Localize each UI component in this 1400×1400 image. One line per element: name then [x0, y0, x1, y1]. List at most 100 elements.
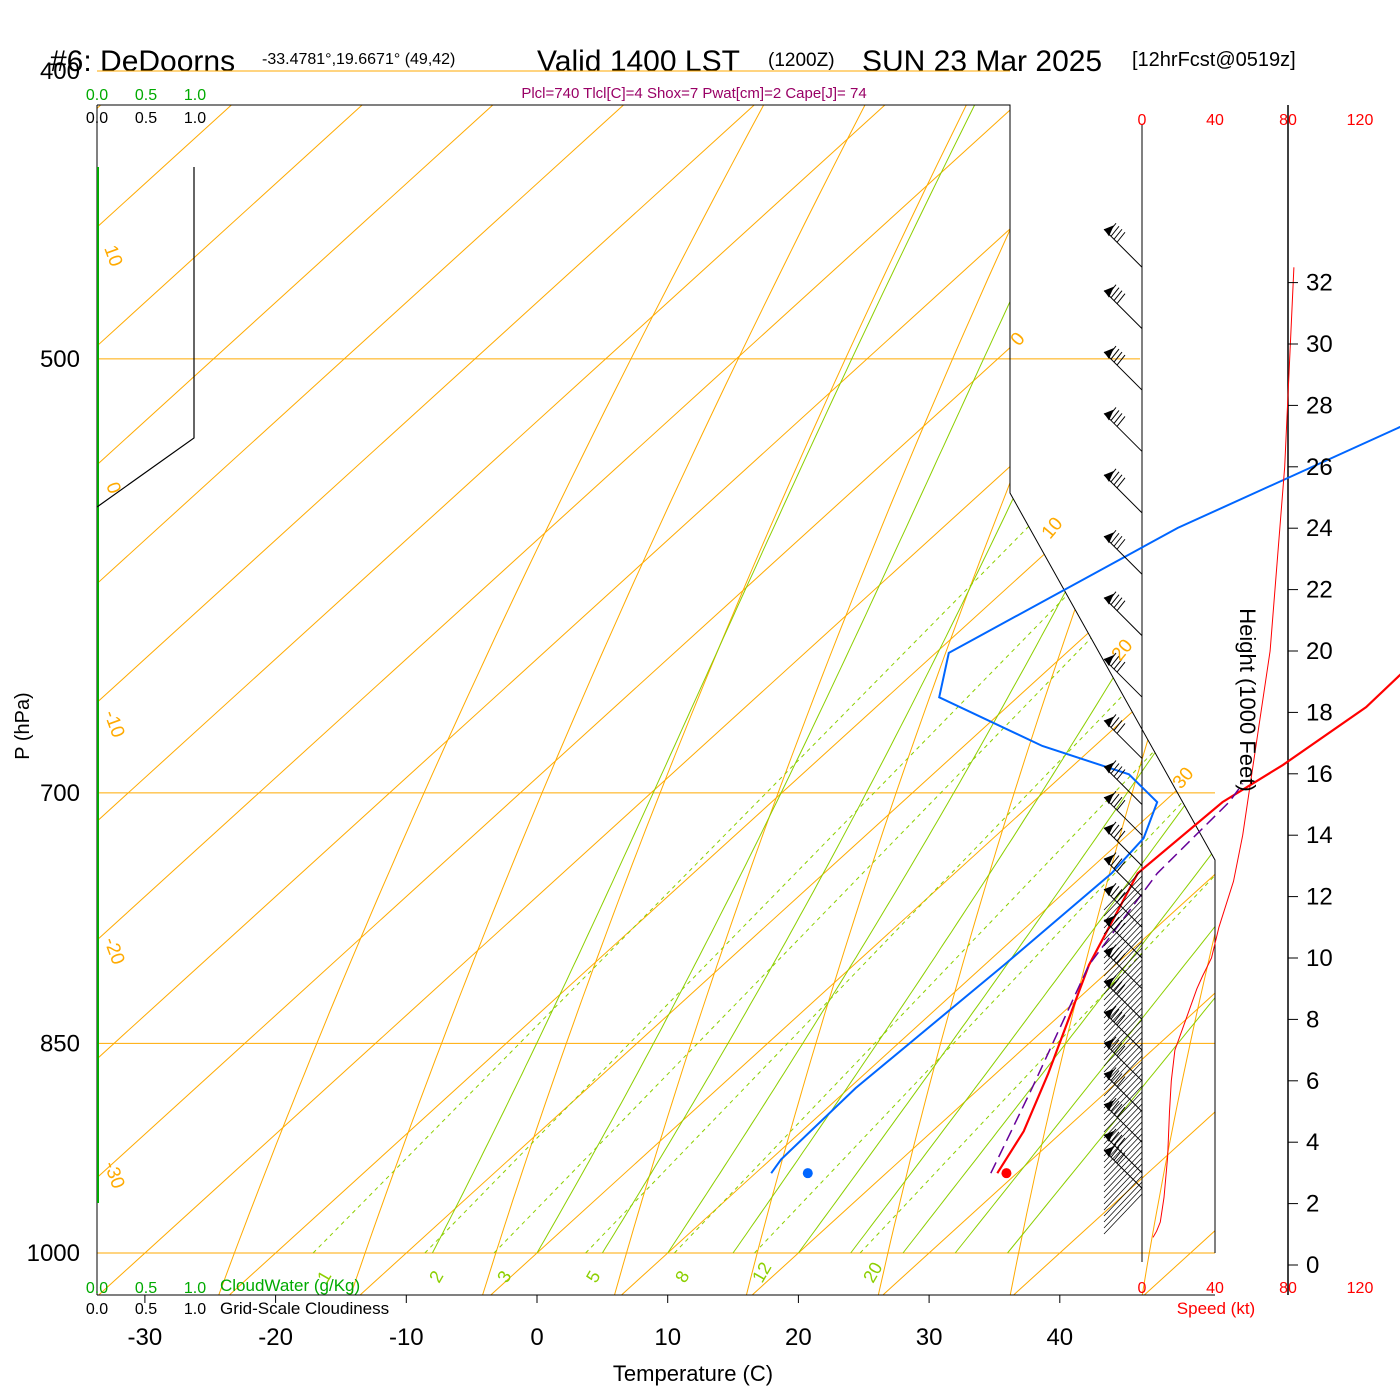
forecast-date: SUN 23 Mar 2025: [862, 45, 1102, 78]
wind-barb-shaft: [1103, 1133, 1143, 1175]
wind-barb-shaft: [1103, 766, 1143, 805]
cloudwater-scale-bottom: 0.0: [86, 1280, 108, 1297]
x-tick-label: -20: [258, 1324, 293, 1351]
isotherm-label: 10: [99, 243, 126, 270]
wind-barb-pennant: [1104, 655, 1114, 667]
wind-barb-shaft: [1103, 1151, 1143, 1193]
wind-barb-pennant: [1104, 348, 1114, 360]
wind-barb-shaft: [1103, 935, 1143, 977]
wind-barb-feather: [1110, 655, 1120, 667]
moist-adiabat: [601, 105, 1215, 1254]
wind-barb-feather: [1116, 538, 1126, 550]
cloudwater-scale-top: 0.5: [135, 87, 157, 104]
wind-barb-feather: [1110, 594, 1120, 605]
height-axis-title: Height (1000 Feet): [1235, 608, 1260, 791]
isotherm-label: 10: [1038, 514, 1068, 544]
wind-barb-shaft: [1103, 1025, 1143, 1067]
speed-tick-label-bottom: 0: [1138, 1280, 1147, 1297]
wind-barb-pennant: [1104, 793, 1114, 805]
wind-barb-shaft: [1103, 858, 1143, 897]
moist-adiabat: [902, 105, 1215, 1254]
wind-barb-shaft: [1103, 989, 1143, 1031]
wind-barb-feather: [1107, 821, 1117, 833]
moist-adiabat: [431, 105, 1215, 1254]
wind-barb-feather: [1116, 984, 1126, 995]
isotherm-line: [97, 105, 1123, 1295]
dry-adiabat: [591, 105, 1215, 1295]
x-axis-title: Temperature (C): [613, 1361, 773, 1386]
wind-barb-shaft: [1103, 1149, 1143, 1189]
wind-barb-shaft: [1103, 959, 1143, 1001]
pressure-tick-label: 700: [40, 780, 80, 807]
wind-barb-feather: [1116, 231, 1126, 243]
speed-tick-label-bottom: 120: [1347, 1280, 1374, 1297]
wind-barb-feather: [1107, 468, 1117, 480]
cloud-column: [96, 167, 195, 508]
wind-barb-shaft: [1103, 1055, 1143, 1097]
wind-barb-pennant: [1104, 823, 1114, 835]
wind-barb-feather: [1110, 348, 1120, 360]
wind-barb-pennant: [1104, 762, 1114, 774]
moist-adiabat: [1007, 105, 1215, 1254]
wind-barb-feather: [1116, 293, 1126, 304]
wind-barb-feather: [1116, 1152, 1126, 1164]
wind-barb-shaft: [1103, 917, 1143, 959]
wind-barb-pennant: [1104, 916, 1114, 927]
wind-barb-pennant: [1104, 1008, 1114, 1020]
wind-barb-feather: [1113, 720, 1123, 731]
wind-barb-shaft: [1103, 474, 1143, 514]
wind-barb-feather: [1116, 723, 1126, 734]
isotherm-label: -10: [99, 708, 128, 741]
wind-barb: [1103, 222, 1143, 268]
wind-barb-feather: [1116, 769, 1126, 780]
dry-adiabat: [860, 105, 1215, 1295]
wind-barb-feather: [1113, 1149, 1123, 1161]
plot-frame: [96, 104, 1289, 1296]
mixing-ratio-line: [493, 105, 1215, 1254]
wind-barb-shaft: [1103, 1001, 1143, 1043]
wind-barb-feather: [1110, 1131, 1120, 1143]
valid-time: Valid 1400 LST: [537, 45, 740, 78]
wind-barb-shaft: [1103, 995, 1143, 1037]
height-tick-label: 18: [1306, 699, 1333, 726]
wind-barb-shaft: [1103, 1037, 1143, 1079]
wind-barb-feather: [1116, 1014, 1126, 1026]
wind-barb-pennant: [1104, 286, 1114, 298]
wind-barb-shaft: [1103, 720, 1143, 759]
wind-barb-shaft: [1103, 1043, 1143, 1085]
wind-barb-shaft: [1103, 1085, 1143, 1127]
wind-barb-feather: [1113, 1134, 1123, 1146]
cloudiness-scale-top: 1.0: [184, 110, 206, 127]
wind-barb-shaft: [1103, 351, 1143, 391]
wind-barb-shaft: [1103, 1121, 1143, 1163]
mixing-ratio-label: 20: [859, 1259, 886, 1286]
wind-barb-pennant: [1104, 470, 1114, 482]
wind-barb-shaft: [1103, 1091, 1143, 1133]
wind-barb-shaft: [1103, 1109, 1143, 1151]
wind-barb: [1103, 529, 1143, 575]
wind-barb-shaft: [1103, 947, 1143, 989]
mixing-ratio-line: [585, 105, 1215, 1254]
cloudiness-scale-bottom: 1.0: [184, 1301, 206, 1318]
wind-barb-shaft: [1103, 965, 1143, 1007]
wind-barb-feather: [1113, 981, 1123, 992]
wind-barb-feather: [1113, 228, 1123, 240]
x-tick-label: 10: [654, 1324, 681, 1351]
speed-tick-label-top: 120: [1347, 112, 1374, 129]
wind-barb-feather: [1107, 760, 1117, 771]
wind-barb-shaft: [1103, 899, 1143, 941]
mixing-ratio-label: 5: [582, 1267, 604, 1286]
wind-barb-shaft: [1103, 1181, 1143, 1223]
mixing-ratio-label: 12: [748, 1259, 775, 1286]
wind-barb-feather: [1110, 532, 1120, 544]
moist-adiabat: [850, 105, 1215, 1254]
parcel-line: [990, 783, 1244, 1174]
moist-adiabat: [536, 105, 1215, 1254]
wind-barb-feather: [1110, 885, 1120, 897]
wind-barb-shaft: [1103, 597, 1143, 637]
cloudiness-scale-top: 0.0: [86, 110, 108, 127]
wind-barb-feather: [1113, 413, 1123, 424]
wind-barb-shaft: [1103, 1145, 1143, 1187]
